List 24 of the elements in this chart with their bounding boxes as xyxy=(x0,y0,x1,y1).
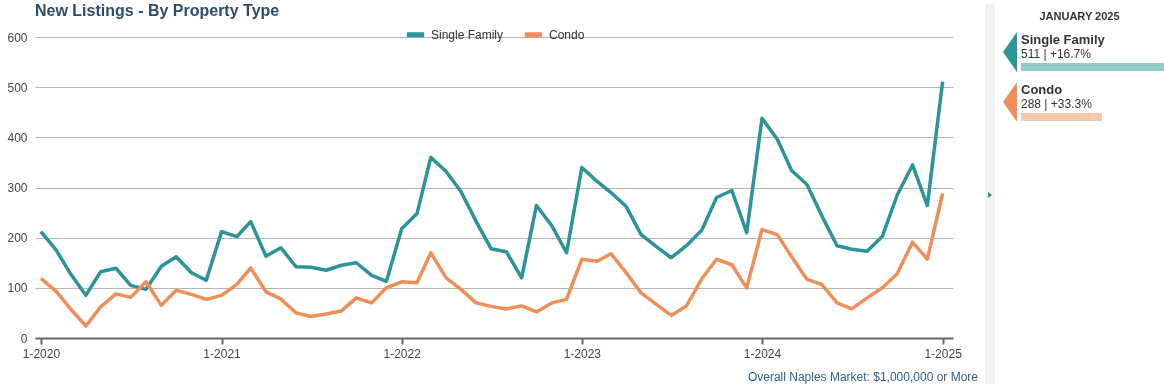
y-tick-label: 500 xyxy=(7,80,28,95)
legend-label: Condo xyxy=(549,27,585,42)
y-tick-label: 100 xyxy=(7,281,28,296)
line-series xyxy=(39,79,945,298)
text: 288 | +33.3% xyxy=(1021,97,1093,111)
x-tick-label: 1-2020 xyxy=(22,346,61,361)
y-tick-label: 0 xyxy=(20,331,28,346)
y-tick-label: 200 xyxy=(7,231,28,246)
y-tick-label: 400 xyxy=(7,130,28,145)
y-tick-label: 600 xyxy=(7,30,28,45)
x-tick-label: 1-2023 xyxy=(563,346,602,361)
x-tick-label: 1-2022 xyxy=(383,346,422,361)
text: JANUARY 2025 xyxy=(1038,10,1121,22)
chart-title: New Listings - By Property Type xyxy=(35,2,280,19)
text: Condo xyxy=(1021,82,1063,97)
line-series xyxy=(39,191,945,328)
x-tick-label: 1-2024 xyxy=(743,346,782,361)
text: Overall Naples Market: $1,000,000 or More xyxy=(746,370,978,384)
text: 511 | +16.7% xyxy=(1021,47,1092,61)
text: Single Family xyxy=(1021,32,1105,47)
x-tick-label: 1-2021 xyxy=(203,346,242,361)
legend-label: Single Family xyxy=(431,27,504,42)
x-tick-label: 1-2025 xyxy=(924,346,963,361)
y-tick-label: 300 xyxy=(7,181,28,195)
